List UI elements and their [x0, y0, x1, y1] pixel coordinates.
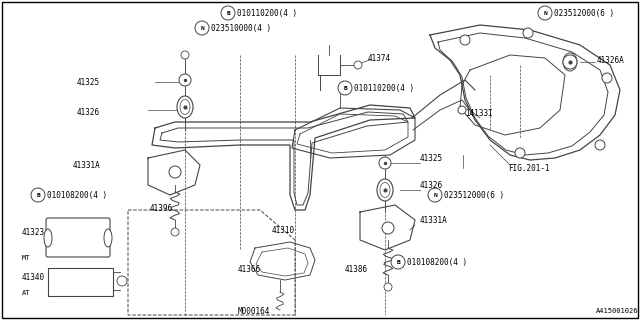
Text: FIG.201-1: FIG.201-1 — [508, 164, 550, 172]
Text: 010108200(4 ): 010108200(4 ) — [407, 258, 467, 267]
Circle shape — [221, 6, 235, 20]
Text: B: B — [226, 11, 230, 15]
Text: 010108200(4 ): 010108200(4 ) — [47, 190, 107, 199]
Text: MT: MT — [22, 255, 31, 261]
Text: 14133I: 14133I — [465, 108, 493, 117]
Circle shape — [538, 6, 552, 20]
Ellipse shape — [104, 229, 112, 247]
Circle shape — [171, 228, 179, 236]
Circle shape — [181, 51, 189, 59]
Text: 41326A: 41326A — [597, 55, 625, 65]
Circle shape — [515, 148, 525, 158]
Circle shape — [354, 61, 362, 69]
Text: 010110200(4 ): 010110200(4 ) — [354, 84, 414, 92]
Text: 41331A: 41331A — [420, 215, 448, 225]
Text: B: B — [396, 260, 400, 265]
Text: 41396: 41396 — [150, 204, 173, 212]
Text: AT: AT — [22, 290, 31, 296]
Ellipse shape — [563, 53, 577, 71]
Circle shape — [384, 283, 392, 291]
Circle shape — [338, 81, 352, 95]
Text: 41323: 41323 — [22, 228, 45, 236]
Text: 023512000(6 ): 023512000(6 ) — [554, 9, 614, 18]
Circle shape — [195, 21, 209, 35]
Text: 41326: 41326 — [77, 108, 100, 116]
Text: 41366: 41366 — [238, 266, 261, 275]
Text: 41310: 41310 — [272, 226, 295, 235]
Circle shape — [523, 28, 533, 38]
Text: 41340: 41340 — [22, 274, 45, 283]
Ellipse shape — [377, 179, 393, 201]
Text: N: N — [200, 26, 204, 30]
Circle shape — [458, 106, 466, 114]
Text: M000164: M000164 — [238, 308, 270, 316]
Circle shape — [428, 188, 442, 202]
Ellipse shape — [180, 100, 190, 115]
Ellipse shape — [44, 229, 52, 247]
Circle shape — [595, 140, 605, 150]
Text: 41374: 41374 — [368, 53, 391, 62]
Circle shape — [179, 74, 191, 86]
Circle shape — [391, 255, 405, 269]
Circle shape — [379, 157, 391, 169]
FancyBboxPatch shape — [46, 218, 110, 257]
Text: 010110200(4 ): 010110200(4 ) — [237, 9, 297, 18]
Circle shape — [460, 35, 470, 45]
Circle shape — [563, 55, 577, 69]
Circle shape — [117, 276, 127, 286]
Text: 41325: 41325 — [77, 77, 100, 86]
Text: 41326: 41326 — [420, 180, 443, 189]
Text: N: N — [433, 193, 437, 197]
Ellipse shape — [380, 182, 390, 197]
Circle shape — [31, 188, 45, 202]
Text: N: N — [543, 11, 547, 15]
Text: B: B — [343, 85, 347, 91]
Text: 023510000(4 ): 023510000(4 ) — [211, 23, 271, 33]
Circle shape — [169, 166, 181, 178]
Text: 41331A: 41331A — [72, 161, 100, 170]
Circle shape — [382, 222, 394, 234]
Text: 023512000(6 ): 023512000(6 ) — [444, 190, 504, 199]
Ellipse shape — [177, 96, 193, 118]
Circle shape — [602, 73, 612, 83]
Text: A415001026: A415001026 — [595, 308, 638, 314]
Text: B: B — [36, 193, 40, 197]
Bar — [48, 268, 113, 296]
Text: 41325: 41325 — [420, 154, 443, 163]
Text: 41386: 41386 — [345, 266, 368, 275]
